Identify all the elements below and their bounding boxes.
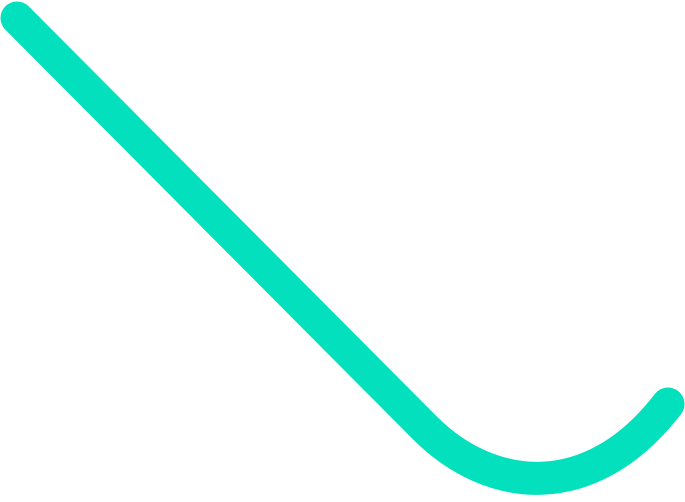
decorative-graphic (0, 1, 685, 495)
hook-curve-stroke (0, 1, 685, 495)
canvas (0, 1, 685, 495)
